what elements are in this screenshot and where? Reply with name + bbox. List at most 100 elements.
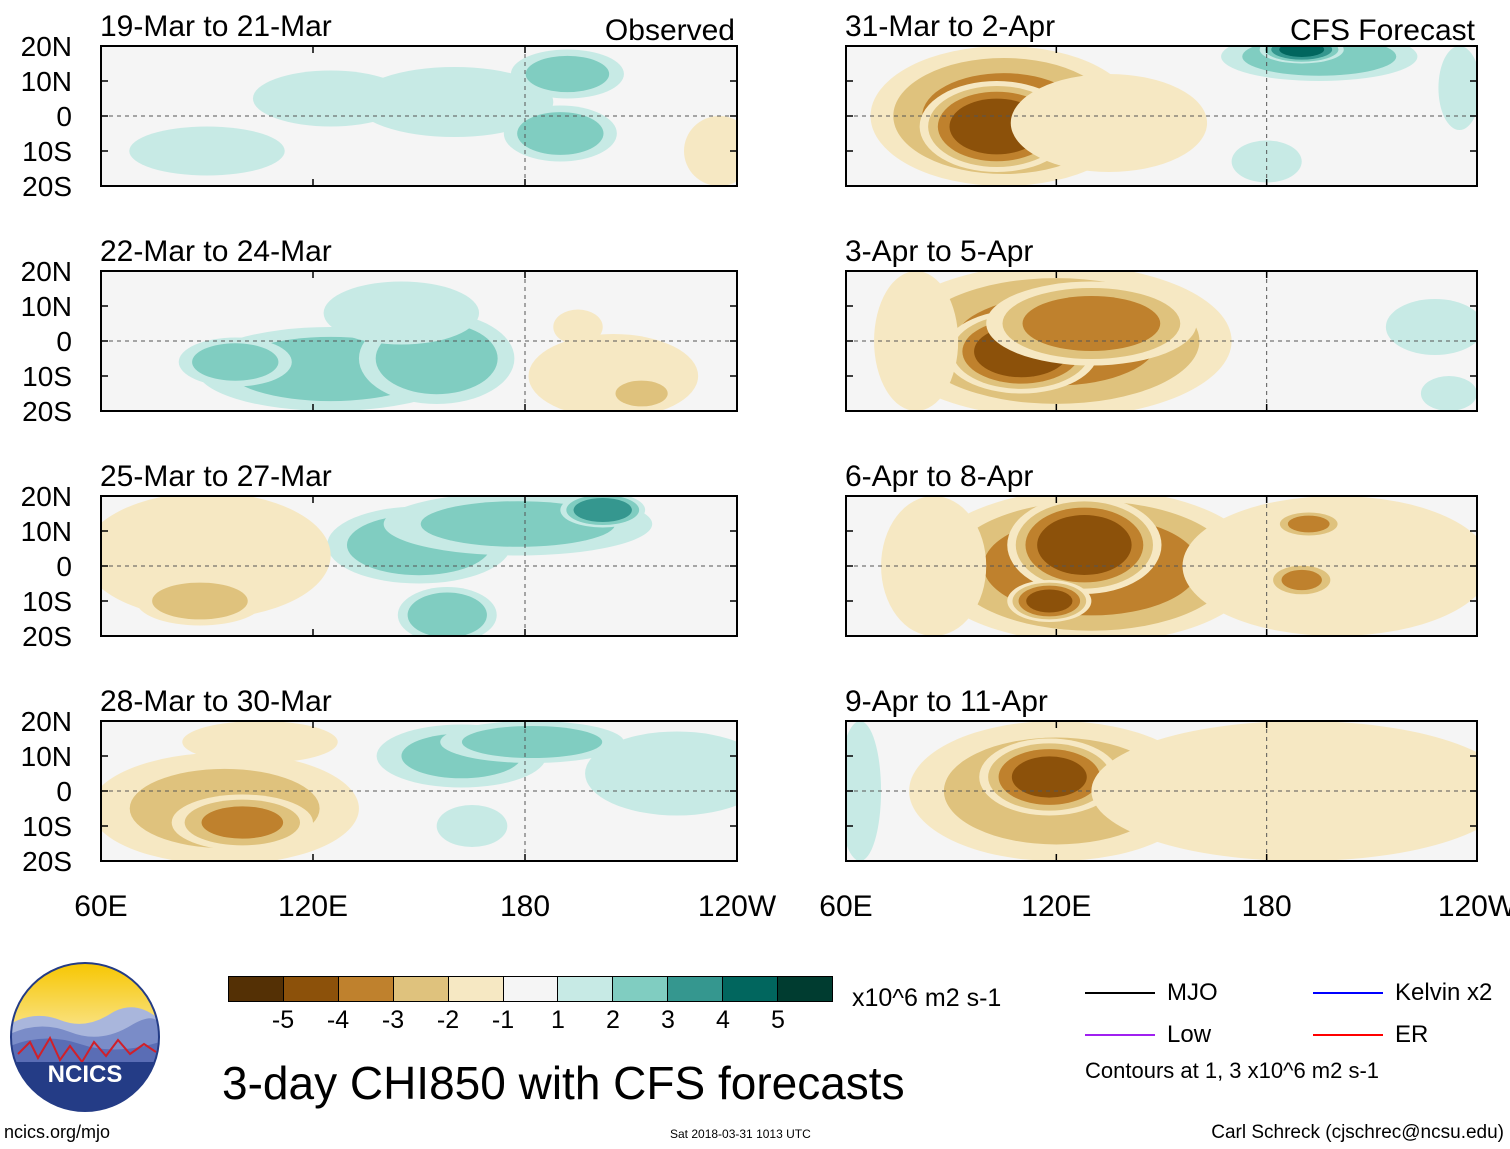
panel-1: 22-Mar to 24-Mar 20N 10N 0 10S 20S xyxy=(21,235,738,427)
y-tick-label: 20S xyxy=(22,621,72,652)
y-tick-label: 10S xyxy=(22,136,72,167)
colorbar-swatch xyxy=(448,977,504,1001)
anomaly-shade xyxy=(528,334,699,411)
legend: MJO Kelvin x2 Low ER Contours at 1, 3 x1… xyxy=(1085,978,1510,1098)
colorbar-tick-label: -3 xyxy=(381,1006,405,1034)
anomaly-shade xyxy=(1420,376,1477,411)
x-tick-label: 60E xyxy=(819,890,872,923)
x-tick-label: 120W xyxy=(1438,890,1510,923)
colorbar-swatch xyxy=(668,977,724,1001)
anomaly-shade xyxy=(573,497,632,523)
anomaly-shade xyxy=(517,112,604,155)
panel-0: 19-Mar to 21-Mar Observed 20N 10N 0 10S 20S xyxy=(21,10,738,202)
x-tick-label: 60E xyxy=(74,890,127,923)
y-tick-label: 0 xyxy=(56,551,72,582)
anomaly-shade xyxy=(129,126,285,176)
contour-note: Contours at 1, 3 x10^6 m2 s-1 xyxy=(1085,1058,1380,1083)
x-tick-label: 120W xyxy=(698,890,777,923)
y-tick-label: 20S xyxy=(22,171,72,202)
legend-item-mjo: MJO xyxy=(1085,978,1218,1008)
legend-label-er: ER xyxy=(1395,1021,1429,1048)
legend-item-er: ER xyxy=(1313,1020,1428,1050)
colorbar-swatch xyxy=(503,977,559,1001)
y-tick-label: 10S xyxy=(22,361,72,392)
anomaly-shade xyxy=(461,725,603,759)
panel-7: 9-Apr to 11-Apr 60E 120E 180 120W xyxy=(819,685,1510,923)
colorbar-tick-label: -5 xyxy=(271,1006,295,1034)
anomaly-shade xyxy=(874,271,959,411)
x-tick-label: 120E xyxy=(278,890,348,923)
source-label: CFS Forecast xyxy=(1290,14,1476,47)
anomaly-shade xyxy=(1026,589,1073,613)
y-tick-label: 10N xyxy=(21,66,72,97)
panel-5: 3-Apr to 5-Apr xyxy=(845,235,1478,412)
colorbar-tick-label: 2 xyxy=(606,1006,620,1034)
footer-author: Carl Schreck (cjschrec@ncsu.edu) xyxy=(1211,1122,1504,1143)
colorbar-tick-label: -1 xyxy=(491,1006,515,1034)
anomaly-shade xyxy=(1287,515,1330,533)
legend-line-mjo xyxy=(1085,992,1155,994)
anomaly-shade xyxy=(1438,46,1477,130)
panel-title: 19-Mar to 21-Mar xyxy=(100,10,332,43)
anomaly-shade xyxy=(684,116,737,186)
panel-title: 31-Mar to 2-Apr xyxy=(845,10,1055,43)
legend-item-low: Low xyxy=(1085,1020,1211,1050)
anomaly-shade xyxy=(553,309,603,345)
colorbar-swatch xyxy=(393,977,449,1001)
anomaly-shade xyxy=(1010,74,1208,172)
panel-title: 28-Mar to 30-Mar xyxy=(100,685,332,718)
y-tick-label: 0 xyxy=(56,326,72,357)
panel-title: 3-Apr to 5-Apr xyxy=(845,235,1033,268)
anomaly-shade xyxy=(1259,808,1400,844)
anomaly-shade xyxy=(881,496,987,636)
y-tick-label: 10N xyxy=(21,291,72,322)
colorbar-tick-label: 3 xyxy=(661,1006,675,1034)
legend-item-kelvin: Kelvin x2 xyxy=(1313,978,1492,1008)
anomaly-shade xyxy=(585,731,737,816)
colorbar-swatch xyxy=(778,977,832,1001)
y-tick-label: 10N xyxy=(21,741,72,772)
colorbar-tick-label: 5 xyxy=(771,1006,785,1034)
anomaly-shade xyxy=(201,806,284,839)
anomaly-shade xyxy=(615,380,668,407)
colorbar-swatch xyxy=(723,977,779,1001)
y-tick-label: 0 xyxy=(56,776,72,807)
anomaly-shade xyxy=(407,592,487,636)
colorbar-units: x10^6 m2 s-1 xyxy=(852,984,1002,1012)
colorbar xyxy=(228,976,833,1002)
chart-figure: 19-Mar to 21-Mar Observed 20N 10N 0 10S 20S 22-… xyxy=(21,10,1510,923)
panel-4: 31-Mar to 2-Apr CFS Forecast xyxy=(845,10,1478,187)
y-tick-label: 10S xyxy=(22,811,72,842)
anomaly-shade xyxy=(355,67,554,137)
x-tick-label: 180 xyxy=(1242,890,1292,923)
colorbar-swatch xyxy=(338,977,394,1001)
panel-title: 9-Apr to 11-Apr xyxy=(845,685,1048,718)
colorbar-swatch xyxy=(283,977,339,1001)
y-tick-label: 20S xyxy=(22,396,72,427)
y-tick-label: 20N xyxy=(21,481,72,512)
panel-title: 22-Mar to 24-Mar xyxy=(100,235,332,268)
panel-2: 25-Mar to 27-Mar 20N 10N 0 10S 20S xyxy=(21,460,738,652)
panel-6: 6-Apr to 8-Apr xyxy=(845,460,1478,637)
footer-timestamp: Sat 2018-03-31 1013 UTC xyxy=(670,1127,811,1141)
y-tick-label: 20N xyxy=(21,706,72,737)
colorbar-tick-label: -4 xyxy=(326,1006,350,1034)
anomaly-shade xyxy=(323,281,480,345)
anomaly-shade xyxy=(1385,299,1477,355)
legend-label-mjo: MJO xyxy=(1167,979,1218,1006)
legend-line-er xyxy=(1313,1034,1383,1036)
colorbar-tick-label: -2 xyxy=(436,1006,460,1034)
footer-website: ncics.org/mjo xyxy=(4,1122,111,1142)
anomaly-shade xyxy=(1022,296,1161,351)
anomaly-shade xyxy=(192,343,279,381)
colorbar-ticks: -5 -4 -3 -2 -1 1 2 3 4 5 xyxy=(228,1006,833,1036)
anomaly-shade xyxy=(1279,46,1325,57)
anomaly-shade xyxy=(1037,514,1132,576)
anomaly-shade xyxy=(436,805,508,847)
y-tick-label: 20N xyxy=(21,31,72,62)
y-tick-label: 10S xyxy=(22,586,72,617)
source-label: Observed xyxy=(605,14,735,47)
ncics-logo: NCICS xyxy=(10,962,160,1112)
colorbar-swatch xyxy=(558,977,614,1001)
